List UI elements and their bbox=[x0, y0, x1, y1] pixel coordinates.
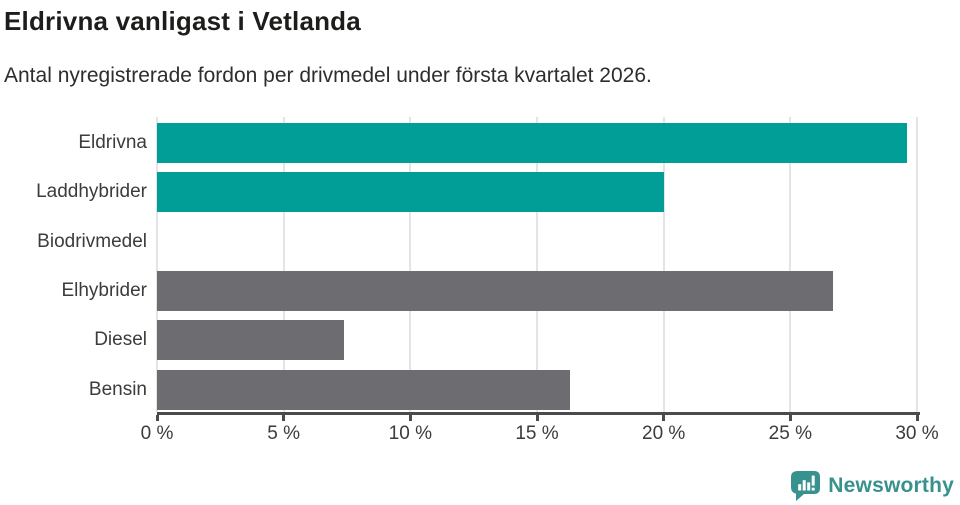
bar-elhybrider bbox=[157, 270, 834, 311]
gridline bbox=[916, 117, 918, 412]
x-axis-tick-label: 0 % bbox=[140, 423, 174, 444]
category-label: Bensin bbox=[88, 378, 147, 400]
gridline bbox=[536, 117, 538, 412]
x-axis-tick-label: 30 % bbox=[895, 423, 939, 444]
x-axis-tick bbox=[915, 415, 919, 421]
newsworthy-logo-link[interactable]: Newsworthy bbox=[790, 470, 954, 502]
gridline bbox=[282, 117, 285, 412]
gridline bbox=[789, 117, 792, 412]
x-axis-tick bbox=[408, 415, 412, 421]
newsworthy-logo-icon bbox=[791, 471, 821, 501]
x-axis-tick bbox=[155, 415, 159, 421]
chart-subtitle: Antal nyregistrerade fordon per drivmede… bbox=[4, 64, 652, 87]
x-axis-tick-label: 5 % bbox=[267, 423, 301, 444]
bar-bensin bbox=[157, 369, 570, 410]
newsworthy-wordmark: Newsworthy bbox=[828, 474, 954, 497]
x-axis-tick-label: 20 % bbox=[642, 423, 686, 444]
bar-laddhybrider bbox=[157, 172, 664, 213]
x-axis-tick bbox=[282, 415, 286, 421]
x-axis-tick bbox=[535, 415, 539, 421]
gridline bbox=[156, 117, 158, 412]
gridline bbox=[409, 117, 412, 412]
category-label: Laddhybrider bbox=[36, 181, 147, 203]
bar-diesel bbox=[157, 320, 345, 361]
category-label: Eldrivna bbox=[78, 132, 147, 153]
bar-eldrivna bbox=[157, 123, 907, 163]
gridline bbox=[662, 117, 665, 412]
x-axis-tick bbox=[662, 415, 666, 421]
x-axis-line bbox=[157, 412, 920, 415]
x-axis-tick-label: 10 % bbox=[388, 423, 432, 444]
chart-title: Eldrivna vanligast i Vetlanda bbox=[4, 6, 361, 36]
category-label: Diesel bbox=[94, 329, 147, 351]
x-axis-tick bbox=[788, 415, 792, 421]
category-label: Biodrivmedel bbox=[37, 230, 147, 252]
x-axis-tick-label: 25 % bbox=[768, 423, 812, 444]
x-axis-tick-label: 15 % bbox=[515, 423, 559, 444]
category-label: Elhybrider bbox=[61, 279, 147, 301]
